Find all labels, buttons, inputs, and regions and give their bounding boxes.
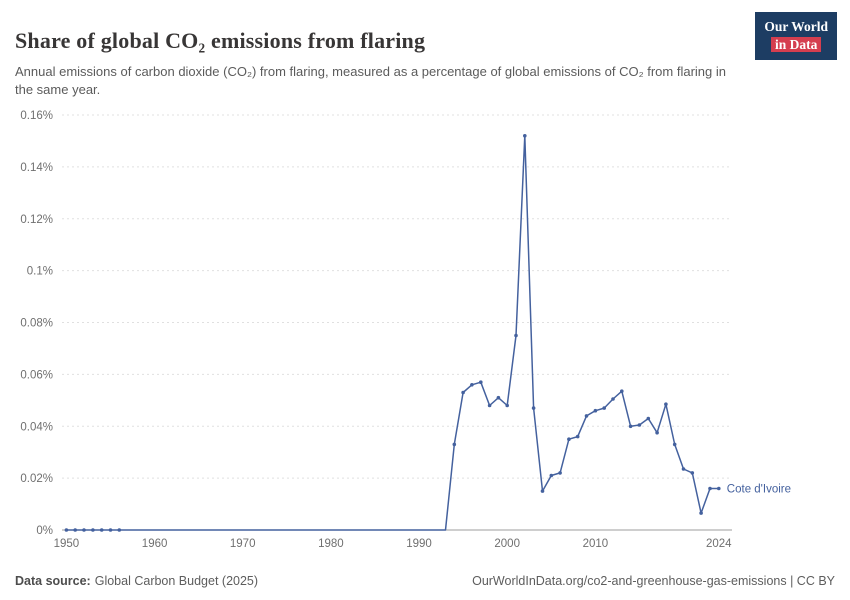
- x-tick-label: 2024: [706, 538, 732, 550]
- owid-logo-line1: Our World: [764, 19, 828, 34]
- data-point-marker: [558, 471, 562, 475]
- data-point-marker: [664, 402, 668, 407]
- data-point-marker: [479, 380, 483, 385]
- data-source-text: Global Carbon Budget (2025): [94, 574, 259, 588]
- chart-subtitle: Annual emissions of carbon dioxide (CO₂)…: [15, 64, 726, 98]
- owid-logo-line2: in Data: [770, 36, 822, 53]
- y-tick-label: 0.16%: [20, 110, 53, 122]
- y-tick-label: 0.12%: [20, 214, 53, 226]
- data-point-marker: [487, 403, 492, 408]
- data-point-marker: [628, 424, 633, 429]
- data-point-marker: [73, 528, 77, 532]
- y-tick-label: 0.02%: [20, 473, 53, 485]
- data-point-marker: [540, 489, 545, 493]
- data-point-marker: [593, 408, 598, 413]
- data-point-marker: [91, 528, 95, 532]
- x-tick-label: 1990: [406, 538, 432, 550]
- data-point-marker: [611, 397, 615, 401]
- data-point-marker: [575, 434, 580, 439]
- data-point-marker: [505, 403, 510, 408]
- x-tick-label: 2000: [494, 538, 520, 550]
- data-point-marker: [108, 528, 113, 532]
- y-tick-label: 0%: [36, 525, 53, 537]
- data-point-marker: [655, 430, 659, 435]
- data-point-marker: [531, 406, 536, 410]
- page-title: Share of global CO₂ emissions from flari…: [15, 27, 426, 53]
- data-point-marker: [99, 528, 104, 532]
- owid-url-link[interactable]: OurWorldInData.org/co2-and-greenhouse-ga…: [472, 574, 835, 588]
- x-tick-label: 1980: [318, 538, 344, 550]
- data-point-marker: [620, 389, 624, 394]
- data-point-marker: [514, 333, 518, 338]
- data-point-marker: [699, 511, 703, 515]
- y-tick-label: 0.06%: [20, 369, 53, 381]
- data-point-marker: [461, 390, 465, 395]
- data-source: Data source: Global Carbon Budget (2025): [15, 574, 258, 588]
- data-point-marker: [672, 442, 677, 447]
- y-tick-label: 0.08%: [20, 318, 53, 330]
- data-source-label: Data source:: [15, 574, 91, 588]
- data-point-marker: [637, 423, 642, 427]
- data-point-marker: [717, 486, 721, 491]
- data-point-marker: [602, 406, 606, 410]
- x-tick-label: 1960: [142, 538, 168, 550]
- y-tick-label: 0.04%: [20, 421, 53, 433]
- y-tick-label: 0.1%: [27, 266, 53, 278]
- data-point-marker: [567, 437, 571, 442]
- x-tick-label: 2010: [583, 538, 609, 550]
- data-point-marker: [82, 528, 86, 532]
- y-tick-label: 0.14%: [20, 162, 53, 174]
- data-point-marker: [690, 471, 695, 475]
- data-point-marker: [496, 395, 501, 400]
- data-point-marker: [681, 467, 686, 471]
- data-point-marker: [646, 416, 651, 421]
- data-point-marker: [470, 383, 474, 387]
- x-tick-label: 1950: [54, 538, 80, 550]
- line-chart[interactable]: 0% 0.02% 0.04% 0.06% 0.08% 0.1% 0.12% 0.14% 0.16…: [0, 93, 850, 563]
- data-point-marker: [584, 414, 589, 418]
- owid-logo[interactable]: Our World in Data: [755, 12, 837, 61]
- data-point-marker: [708, 486, 712, 491]
- series-line: [66, 135, 719, 531]
- x-tick-label: 1970: [230, 538, 256, 550]
- data-point-marker: [452, 442, 457, 447]
- data-point-marker: [523, 134, 527, 138]
- data-point-marker: [64, 528, 69, 532]
- chart-footer: Data source: Global Carbon Budget (2025) …: [15, 574, 835, 588]
- series-end-label: Cote d'Ivoire: [727, 484, 791, 496]
- data-point-marker: [549, 473, 554, 478]
- data-point-marker: [117, 528, 122, 532]
